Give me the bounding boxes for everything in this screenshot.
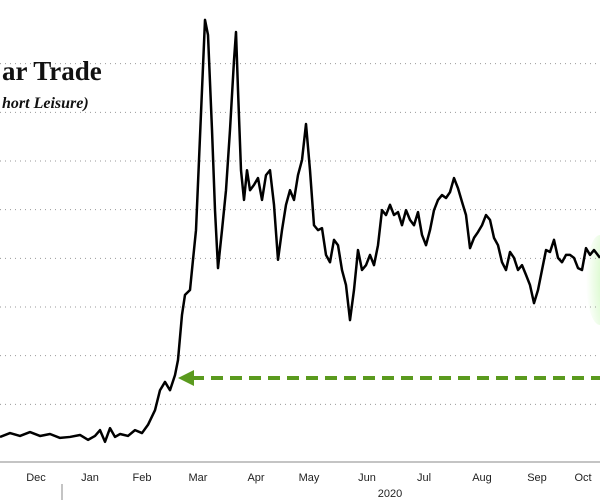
plot: [0, 18, 600, 444]
x-tick-label: Apr: [247, 472, 264, 484]
x-axis-labels: Dec Jan Feb Mar Apr May Jun Jul Aug Sep Oct: [26, 472, 591, 484]
x-tick-label: May: [299, 472, 320, 484]
x-tick-label: Jan: [81, 472, 99, 484]
chart-title: ar Trade: [2, 56, 102, 86]
x-tick-label: Feb: [133, 472, 152, 484]
x-tick-label: Mar: [189, 472, 208, 484]
x-tick-label: Aug: [472, 472, 492, 484]
x-tick-label: Sep: [527, 472, 547, 484]
annotation-arrow: [178, 370, 600, 386]
x-tick-label: Dec: [26, 472, 46, 484]
x-tick-label: Oct: [574, 472, 591, 484]
x-tick-label: Jul: [417, 472, 431, 484]
highlight-glow: [586, 235, 600, 325]
series-line: [0, 18, 600, 444]
chart-subtitle: hort Leisure): [2, 95, 89, 112]
year-label: 2020: [378, 488, 402, 500]
x-tick-label: Jun: [358, 472, 376, 484]
grid: [0, 63, 600, 405]
arrow-head: [178, 370, 194, 386]
